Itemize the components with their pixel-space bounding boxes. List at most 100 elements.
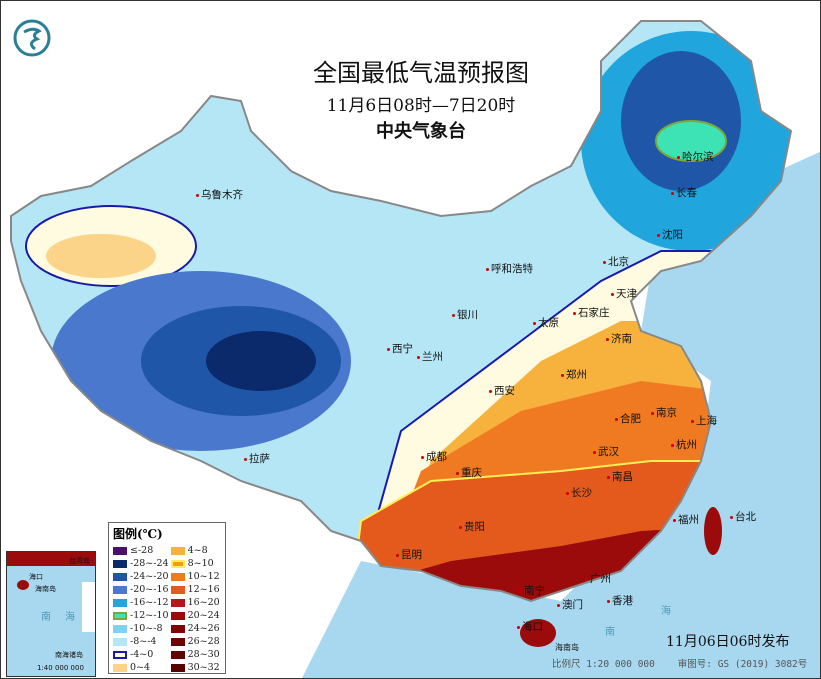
city-name: 北京: [608, 256, 629, 268]
city-name: 长春: [676, 187, 697, 199]
city-marker-icon: [421, 455, 424, 459]
city-label: 南京: [651, 407, 677, 419]
city-marker-icon: [615, 417, 618, 421]
legend-label: -28~-24: [130, 558, 169, 569]
legend-label: 16~20: [187, 597, 220, 608]
city-marker-icon: [459, 525, 462, 529]
legend-label: 28~30: [187, 649, 220, 660]
approval-number: 审图号: GS (2019) 3082号: [677, 659, 808, 670]
city-marker-icon: [489, 389, 492, 393]
legend-label: -16~-12: [130, 597, 169, 608]
city-name: 澳门: [562, 599, 583, 611]
city-name: 成都: [426, 451, 447, 463]
city-name: 南宁: [524, 585, 545, 597]
legend-swatch: [113, 637, 127, 646]
city-marker-icon: [196, 193, 199, 197]
city-label: 台北: [730, 511, 756, 523]
legend-item: -8~-4: [113, 635, 169, 648]
city-label: 南宁: [519, 585, 545, 597]
city-marker-icon: [486, 267, 489, 271]
legend-swatch: [170, 559, 185, 568]
city-name: 石家庄: [578, 307, 610, 319]
legend-item: 10~12: [170, 570, 221, 583]
city-marker-icon: [677, 155, 680, 159]
legend-label: -4~0: [130, 649, 154, 660]
city-marker-icon: [519, 589, 522, 593]
city-marker-icon: [607, 475, 610, 479]
city-name: 银川: [457, 309, 478, 321]
city-label: 沈阳: [657, 229, 683, 241]
city-label: 南昌: [607, 471, 633, 483]
legend-item: ≤-28: [113, 544, 169, 557]
city-marker-icon: [606, 337, 609, 341]
city-name: 南京: [656, 407, 677, 419]
city-marker-icon: [387, 347, 390, 351]
city-name: 上海: [696, 415, 717, 427]
city-marker-icon: [673, 518, 676, 522]
taiwan-island: [704, 507, 722, 555]
city-label: 郑州: [561, 369, 587, 381]
city-label: 长沙: [566, 487, 592, 499]
city-label: 海口: [517, 621, 543, 633]
legend-item: 4~8: [170, 544, 221, 557]
city-label: 北京: [603, 256, 629, 268]
city-label: 重庆: [456, 467, 482, 479]
city-marker-icon: [730, 515, 733, 519]
legend-item: 12~16: [170, 583, 221, 596]
city-marker-icon: [517, 625, 520, 629]
city-name: 西安: [494, 385, 515, 397]
sea-label: 南: [605, 627, 615, 638]
city-name: 广州: [590, 573, 611, 585]
city-name: 济南: [611, 333, 632, 345]
legend-label: 30~32: [187, 662, 220, 673]
legend-swatch: [170, 637, 185, 646]
city-name: 重庆: [461, 467, 482, 479]
city-marker-icon: [671, 191, 674, 195]
legend-label: 10~12: [187, 571, 220, 582]
city-label: 昆明: [396, 549, 422, 561]
city-name: 昆明: [401, 549, 422, 561]
legend-swatch: [113, 663, 127, 672]
cma-logo-icon: [13, 19, 51, 57]
city-label: 呼和浩特: [486, 263, 533, 275]
legend-item: -10~-8: [113, 622, 169, 635]
city-marker-icon: [611, 292, 614, 296]
legend-item: -12~-10: [113, 609, 169, 622]
city-marker-icon: [657, 233, 660, 237]
city-marker-icon: [533, 321, 536, 325]
city-label: 长春: [671, 187, 697, 199]
legend-swatch: [113, 650, 127, 659]
legend-label: 4~8: [187, 545, 208, 556]
city-marker-icon: [244, 457, 247, 461]
legend-item: 28~30: [170, 648, 221, 661]
city-label: 拉萨: [244, 453, 270, 465]
city-name: 长沙: [571, 487, 592, 499]
legend-swatch: [113, 624, 127, 633]
scale-and-approval: 比例尺 1:20 000 000 审图号: GS (2019) 3082号: [552, 656, 807, 670]
city-label: 福州: [673, 514, 699, 526]
city-name: 郑州: [566, 369, 587, 381]
city-label: 石家庄: [573, 307, 610, 319]
legend-item: -20~-16: [113, 583, 169, 596]
legend-swatch: [170, 611, 185, 620]
city-label: 贵阳: [459, 521, 485, 533]
legend-label: 26~28: [187, 636, 220, 647]
city-label: 西安: [489, 385, 515, 397]
legend-swatch: [170, 663, 185, 672]
city-label: 西宁: [387, 343, 413, 355]
legend-swatch: [170, 598, 185, 607]
city-label: 成都: [421, 451, 447, 463]
legend-item: -16~-12: [113, 596, 169, 609]
city-label: 广州: [585, 573, 611, 585]
legend-label: 12~16: [187, 584, 220, 595]
legend-label: 20~24: [187, 610, 220, 621]
legend-item: -24~-20: [113, 570, 169, 583]
city-name: 兰州: [422, 351, 443, 363]
city-marker-icon: [452, 313, 455, 317]
city-label: 合肥: [615, 413, 641, 425]
legend-swatch: [170, 624, 185, 633]
city-label: 香港: [607, 595, 633, 607]
legend-label: -20~-16: [130, 584, 169, 595]
legend-label: 24~26: [187, 623, 220, 634]
